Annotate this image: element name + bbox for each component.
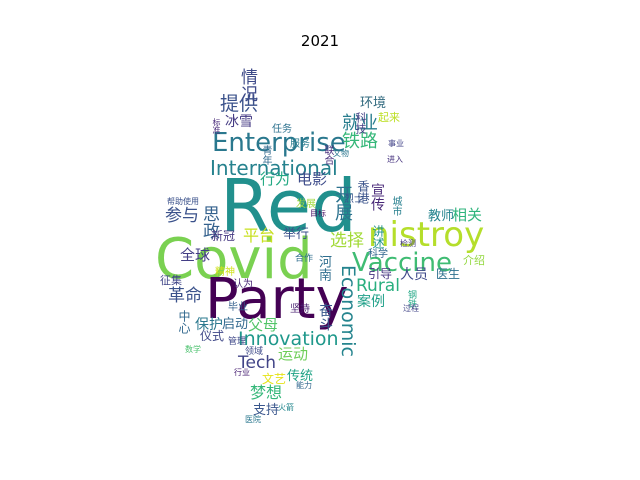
word-cloud-word: 革命 bbox=[168, 286, 202, 306]
word-cloud-word: 宣传 bbox=[369, 183, 385, 211]
word-cloud-word: 全球 bbox=[180, 246, 211, 264]
word-cloud-word: 铁路 bbox=[342, 131, 378, 152]
word-cloud-word: 使用 bbox=[183, 197, 199, 206]
word-cloud-word: 情况 bbox=[237, 68, 257, 102]
word-cloud-word: 开展 bbox=[332, 185, 353, 221]
word-cloud-word: 河南 bbox=[316, 255, 331, 281]
word-cloud-word: 合作 bbox=[295, 254, 314, 264]
word-cloud-word: 中心 bbox=[177, 310, 191, 334]
word-cloud-word: Rural bbox=[356, 276, 400, 296]
word-cloud-word: 认为 bbox=[233, 279, 253, 290]
word-cloud-word: 思政 bbox=[199, 205, 219, 239]
word-cloud-word: 介绍 bbox=[463, 254, 485, 267]
word-cloud-word: 科技 bbox=[354, 112, 367, 134]
word-cloud-word: 领域 bbox=[245, 347, 264, 357]
word-cloud-word: Party bbox=[205, 267, 349, 332]
word-cloud-word: 检测 bbox=[400, 239, 416, 248]
word-cloud-word: 起来 bbox=[378, 111, 400, 124]
word-cloud-word: Innovation bbox=[238, 328, 339, 350]
word-cloud-word: 烈士 bbox=[344, 194, 364, 205]
word-cloud-word: 征集 bbox=[160, 274, 182, 287]
word-cloud-word: 行为 bbox=[260, 170, 291, 188]
word-cloud-word: 医生 bbox=[436, 267, 461, 281]
word-cloud-word: 联合 bbox=[322, 145, 333, 165]
word-cloud-word: 讲述 bbox=[371, 225, 385, 249]
word-cloud-word: 父母 bbox=[248, 316, 279, 334]
word-cloud-word: 帮助 bbox=[167, 197, 183, 206]
word-cloud-word: 提供 bbox=[220, 93, 259, 115]
word-cloud-word: 钢铁 bbox=[406, 290, 416, 308]
word-cloud-word: 传统 bbox=[287, 369, 314, 384]
word-cloud-word: 平台 bbox=[243, 226, 276, 245]
word-cloud-word: 香港 bbox=[356, 180, 370, 204]
word-cloud-word: 仪式 bbox=[200, 329, 225, 343]
word-cloud-word: Enterprise bbox=[212, 128, 346, 158]
word-cloud-word: 人员 bbox=[400, 267, 428, 283]
word-cloud-word: 数学 bbox=[185, 345, 201, 354]
word-cloud-word: 坚持 bbox=[290, 304, 310, 315]
word-cloud-word: Tech bbox=[238, 353, 277, 373]
word-cloud-word: 事业 bbox=[388, 139, 404, 148]
word-cloud-word: 运动 bbox=[278, 345, 309, 363]
word-cloud-word: 行业 bbox=[234, 368, 250, 377]
word-cloud-word: 毕业 bbox=[228, 302, 248, 313]
word-cloud-word: 新冠 bbox=[211, 229, 236, 243]
chart-title: 2021 bbox=[300, 32, 340, 50]
word-cloud-word: 科学 bbox=[368, 249, 388, 260]
word-cloud-word: 选择 bbox=[330, 231, 364, 251]
word-cloud-word: 就业 bbox=[342, 113, 378, 134]
word-cloud-word: 支持 bbox=[253, 403, 280, 418]
word-cloud-word: Red bbox=[220, 164, 357, 248]
word-cloud-word: International bbox=[210, 156, 338, 180]
word-cloud-word: Economic bbox=[337, 265, 359, 357]
word-cloud-word: 任务 bbox=[272, 124, 292, 135]
word-cloud-word: 城市 bbox=[390, 196, 401, 216]
word-cloud-word: 医院 bbox=[245, 415, 261, 424]
word-cloud-word: 参与 bbox=[165, 206, 199, 226]
word-cloud-word: 文物 bbox=[333, 149, 349, 158]
word-cloud-word: 电影 bbox=[297, 170, 328, 188]
word-cloud-word: 启动 bbox=[222, 317, 249, 332]
word-cloud-word: 相关 bbox=[452, 206, 483, 224]
word-cloud-word: 发展 bbox=[296, 199, 316, 210]
word-cloud-word: 奋斗 bbox=[317, 303, 333, 331]
word-cloud-word: nistroy bbox=[368, 215, 485, 255]
word-cloud-word: 案例 bbox=[357, 294, 385, 310]
word-cloud-word: 保护 bbox=[195, 317, 223, 333]
word-cloud-word: 举行 bbox=[283, 227, 310, 242]
word-cloud-word: 环境 bbox=[360, 96, 387, 111]
word-cloud-word: Covid bbox=[155, 227, 313, 292]
word-cloud-word: 服务 bbox=[290, 139, 310, 150]
word-cloud-word: 标准 bbox=[212, 118, 221, 134]
word-cloud-word: 教师 bbox=[428, 209, 455, 224]
word-cloud-word: 文艺 bbox=[262, 372, 287, 386]
word-cloud-word: 精神 bbox=[215, 267, 235, 278]
word-cloud-word: 过程 bbox=[403, 304, 419, 313]
word-cloud-word: Vaccine bbox=[352, 248, 452, 278]
word-cloud-word: 青年 bbox=[260, 145, 271, 165]
word-cloud-word: 管理 bbox=[228, 337, 247, 347]
word-cloud-word: 进入 bbox=[387, 155, 403, 164]
word-cloud-word: 梦想 bbox=[250, 383, 283, 402]
word-cloud-word: 火箭 bbox=[278, 403, 294, 412]
word-cloud-word: 能力 bbox=[296, 381, 312, 390]
word-cloud-word: 引导 bbox=[368, 267, 393, 281]
word-cloud-word: 目标 bbox=[310, 209, 326, 218]
word-cloud-word: 冰雪 bbox=[225, 114, 253, 130]
